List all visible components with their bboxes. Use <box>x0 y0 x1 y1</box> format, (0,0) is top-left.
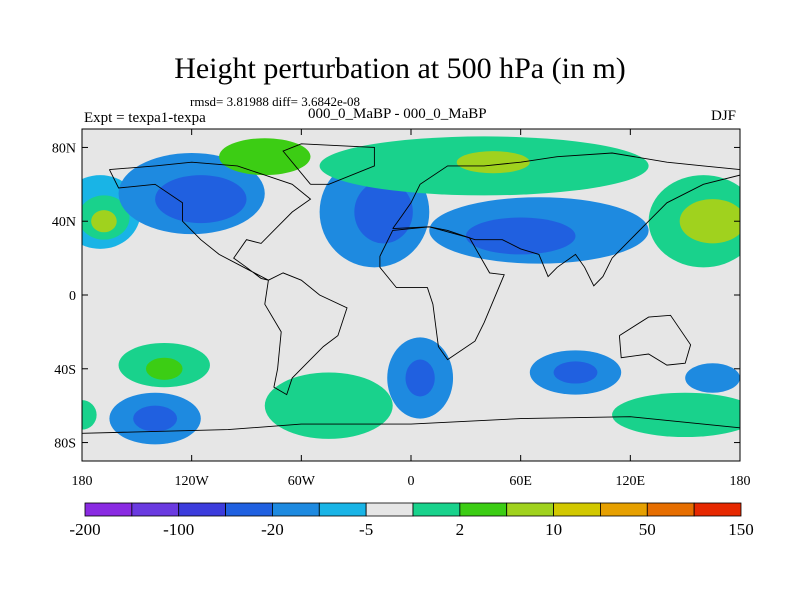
contour-region-southern-pacific-east <box>612 392 740 438</box>
y-tick-label: 80S <box>54 437 76 452</box>
coastline-overlay <box>82 143 740 434</box>
coastline-5 <box>618 314 692 366</box>
contour-region-south-atlantic-core <box>405 359 435 397</box>
contour-region-south-atlantic-band <box>264 372 393 439</box>
colorbar-swatch-5 <box>318 502 367 517</box>
contour-region-arctic-band-core <box>456 151 530 174</box>
colorbar-swatch-3 <box>225 502 273 517</box>
coastline-4 <box>379 226 505 361</box>
colorbar-label: 10 <box>545 520 562 539</box>
x-tick-label: 120E <box>616 474 646 489</box>
colorbar-label: -20 <box>261 520 284 539</box>
colorbar-swatch-9 <box>506 502 554 517</box>
colorbar-label: 50 <box>639 520 656 539</box>
plot-area <box>82 129 740 461</box>
colorbar-swatch-8 <box>459 502 508 517</box>
colorbar-label: -5 <box>359 520 373 539</box>
y-tick-label: 40N <box>52 215 76 230</box>
colorbar-swatch-7 <box>412 502 461 517</box>
colorbar-swatch-1 <box>131 502 180 517</box>
axes: 80N 40N 0 40S 80S 180 120W 60W 0 60E 120E 180 <box>52 129 751 489</box>
coastline-3 <box>392 152 740 287</box>
coastline-0 <box>108 161 312 281</box>
colorbar-swatch-10 <box>553 502 601 517</box>
colorbar-label: -100 <box>163 520 194 539</box>
contour-region-indian-ocean-core <box>553 361 598 384</box>
y-tick-label: 0 <box>69 289 76 304</box>
y-tick-label: 40S <box>54 363 76 378</box>
x-tick-label: 180 <box>72 474 93 489</box>
coastline-2 <box>282 143 375 185</box>
stats-label: rmsd= 3.81988 diff= 3.6842e-08 <box>190 94 361 109</box>
x-tick-label: 180 <box>730 474 751 489</box>
contour-region-asia-core <box>465 217 576 255</box>
contour-region-north-pacific-east <box>91 210 117 233</box>
colorbar: -200 -100 -20 -5 2 10 50 150 <box>69 502 754 539</box>
contour-region-south-pacific-2-core <box>133 405 178 432</box>
colorbar-swatch-0 <box>84 502 133 517</box>
coastline-6 <box>82 416 740 434</box>
colorbar-swatch-2 <box>178 502 226 517</box>
colorbar-swatch-6 <box>365 502 414 517</box>
x-tick-label: 120W <box>175 474 210 489</box>
colorbar-label: -200 <box>69 520 100 539</box>
contour-region-south-pacific-core <box>145 357 183 380</box>
colorbar-swatch-11 <box>600 502 648 517</box>
contour-region-greenland <box>219 138 311 176</box>
contour-region-southern-pacific-east-2 <box>685 363 740 393</box>
colorbar-swatch-12 <box>646 502 695 517</box>
colorbar-swatch-13 <box>693 502 742 517</box>
x-tick-label: 0 <box>408 474 415 489</box>
colorbar-swatch-4 <box>272 502 320 517</box>
colorbar-label: 2 <box>456 520 465 539</box>
contour-region-north-atlantic-core <box>354 180 413 244</box>
season-label: DJF <box>711 108 737 124</box>
chart-title: Height perturbation at 500 hPa (in m) <box>174 52 626 85</box>
case-label: 000_0_MaBP - 000_0_MaBP <box>308 106 487 122</box>
experiment-label: Expt = texpa1-texpa <box>84 110 206 126</box>
colorbar-label: 150 <box>728 520 754 539</box>
contour-region-east-asia-core <box>679 199 740 244</box>
contour-region-south-west-edge <box>82 400 97 430</box>
x-tick-label: 60W <box>288 474 316 489</box>
contour-region-north-america-core <box>155 175 247 224</box>
x-tick-label: 60E <box>509 474 532 489</box>
y-tick-label: 80N <box>52 141 76 156</box>
coastline-1 <box>264 272 348 396</box>
